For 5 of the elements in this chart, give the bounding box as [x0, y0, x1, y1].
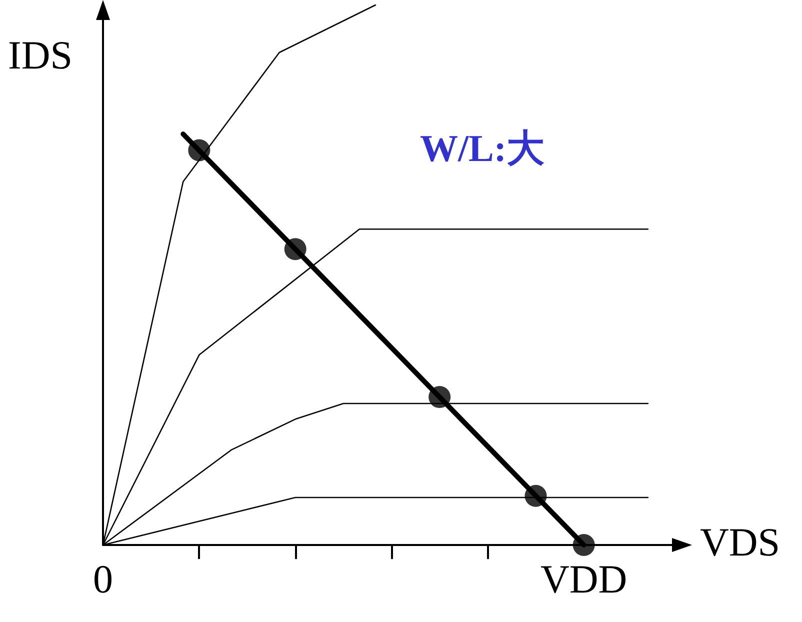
x-tick-label: VDD [540, 556, 628, 602]
y-axis-title: IDS [8, 32, 72, 78]
annotation: W/L:大 [420, 128, 545, 170]
x-tick-label: 0 [93, 556, 113, 602]
x-axis-title: VDS [700, 520, 780, 564]
